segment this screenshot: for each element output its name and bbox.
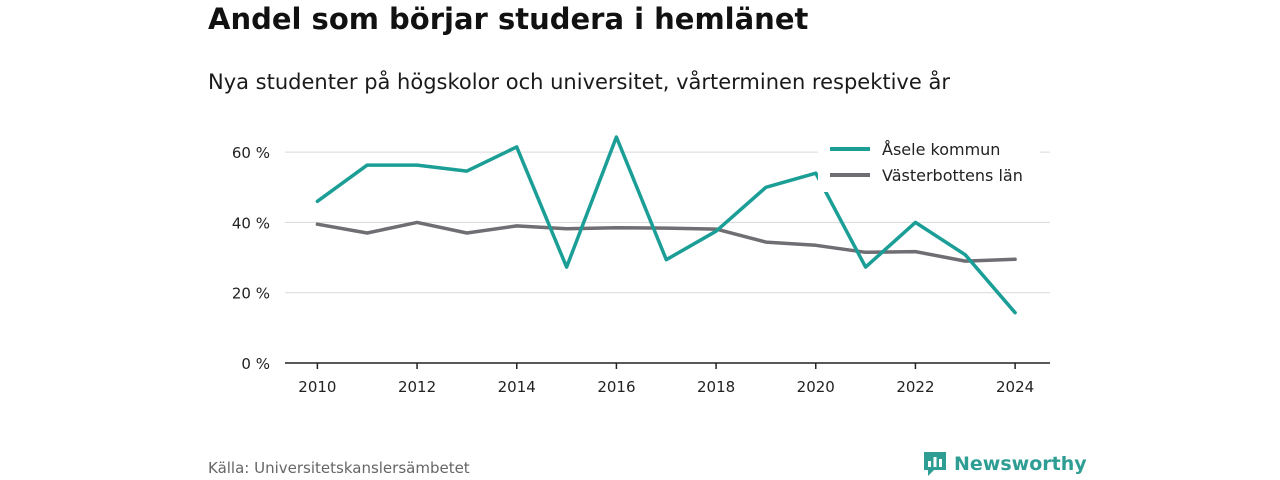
chart-title: Andel som börjar studera i hemlänet [208, 2, 809, 36]
x-tick-label: 2012 [398, 378, 436, 396]
series-line-åsele-kommun [315, 135, 1017, 315]
chart-subtitle: Nya studenter på högskolor och universit… [208, 70, 950, 94]
legend-label: Åsele kommun [882, 140, 1000, 159]
x-tick-label: 2016 [597, 378, 635, 396]
x-tick-label: 2010 [298, 378, 336, 396]
y-tick-label: 0 % [241, 355, 270, 373]
y-tick-label: 40 % [232, 214, 270, 232]
x-tick-label: 2022 [896, 378, 934, 396]
x-tick-label: 2014 [498, 378, 536, 396]
series-line-västerbottens-län [315, 220, 1017, 263]
x-tick-label: 2018 [697, 378, 735, 396]
brand-name: Newsworthy [954, 453, 1087, 475]
line-chart: 0 % 20 % 40 % 60 % 2010 2012 2014 2016 2018 2020 2… [231, 132, 1050, 396]
source-note: Källa: Universitetskanslersämbetet [208, 459, 470, 477]
brand-logo[interactable]: Newsworthy [922, 450, 1087, 478]
bar-chart-logo-icon [924, 452, 946, 476]
legend-background [818, 132, 1040, 192]
y-tick-label: 60 % [232, 144, 270, 162]
y-tick-label: 20 % [232, 285, 270, 303]
x-tick-label: 2024 [996, 378, 1034, 396]
x-tick-label: 2020 [797, 378, 835, 396]
legend-label: Västerbottens län [882, 166, 1023, 185]
